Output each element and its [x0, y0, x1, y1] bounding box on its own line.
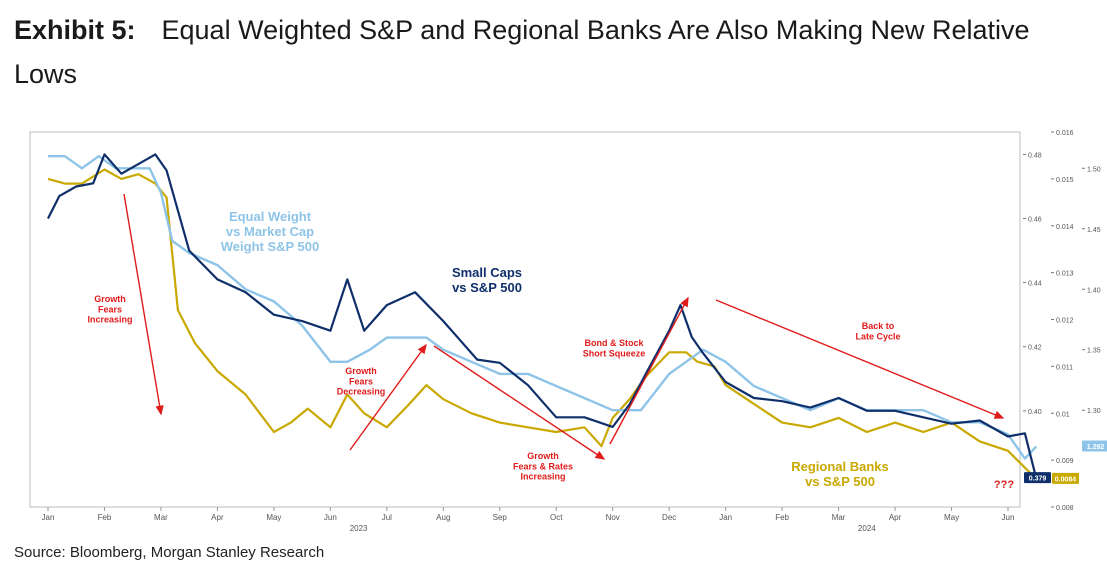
annotation-question-marks: ??? [994, 479, 1014, 491]
x-tick-label: Jul [382, 513, 392, 522]
x-tick-label: Jun [1002, 513, 1015, 522]
annotation-back-to-late-cycle: Back to [862, 321, 895, 331]
y-tick-label-axis3: 1.50 [1087, 166, 1101, 173]
x-tick-label: Sep [493, 513, 508, 522]
trend-arrow [349, 343, 427, 451]
x-tick-label: Dec [662, 513, 676, 522]
year-label: 2023 [350, 524, 368, 533]
chart-svg: Jan Feb Mar Apr May Jun Jul Aug Sep Oct Nov Dec Jan F… [29, 130, 1107, 533]
y-tick-label-axis3: 1.45 [1087, 227, 1101, 234]
series-line-regional-banks [47, 168, 1037, 480]
x-tick-label: Jan [42, 513, 55, 522]
annotation-growth-fears-rates-increasing: Increasing [520, 472, 565, 482]
y-tick-label-axis2: 0.008 [1056, 505, 1074, 512]
y-tick-label-axis1: 0.40 [1028, 409, 1042, 416]
x-tick-label: May [266, 513, 281, 522]
annotation-growth-fears-decreasing: Fears [349, 376, 373, 386]
annotation-growth-fears-increasing: Increasing [87, 315, 132, 325]
annotation-bond-stock-short-squeeze: Short Squeeze [583, 348, 646, 358]
title-text: Equal Weighted S&P and Regional Banks Ar… [161, 15, 1030, 45]
annotation-regional-banks-label: vs S&P 500 [805, 474, 875, 489]
x-tick-label: Apr [889, 513, 902, 522]
title-line-1: Exhibit 5: Equal Weighted S&P and Regiona… [14, 8, 1094, 52]
trend-arrow [123, 193, 164, 416]
y-tick-label-axis3: 1.40 [1087, 287, 1101, 294]
annotation-growth-fears-increasing: Fears [98, 304, 122, 314]
title-block: Exhibit 5: Equal Weighted S&P and Regiona… [14, 8, 1094, 96]
annotation-bond-stock-short-squeeze: Bond & Stock [584, 338, 644, 348]
y-tick-label-axis1: 0.46 [1028, 217, 1042, 224]
y-tick-label-axis3: 1.35 [1087, 348, 1101, 355]
x-tick-label: Feb [98, 513, 112, 522]
source-note: Source: Bloomberg, Morgan Stanley Resear… [14, 544, 325, 561]
annotation-equal-weight-label: vs Market Cap [226, 224, 314, 239]
annotation-regional-banks-label: Regional Banks [791, 459, 889, 474]
end-badge-value: 0.379 [1029, 476, 1047, 483]
trend-arrow [715, 299, 1005, 419]
x-tick-label: Feb [775, 513, 789, 522]
chart: Jan Feb Mar Apr May Jun Jul Aug Sep Oct Nov Dec Jan F… [0, 122, 1107, 534]
trend-arrow [609, 296, 689, 445]
annotation-small-caps-label: vs S&P 500 [452, 280, 522, 295]
x-tick-label: Oct [550, 513, 563, 522]
exhibit-label: Exhibit 5: [14, 15, 136, 45]
y-tick-label-axis3: 1.30 [1087, 408, 1101, 415]
annotation-equal-weight-label: Weight S&P 500 [221, 239, 320, 254]
y-tick-label-axis2: 0.015 [1056, 177, 1074, 184]
plot-frame [29, 131, 1021, 508]
y-tick-label-axis2: 0.013 [1056, 271, 1074, 278]
end-badge-regional-banks [1052, 472, 1079, 484]
x-tick-label: May [944, 513, 959, 522]
series-line-equal-weight [48, 155, 1038, 460]
y-tick-label-axis1: 0.44 [1028, 281, 1042, 288]
annotation-growth-fears-decreasing: Decreasing [337, 387, 386, 397]
x-tick-label: Mar [154, 513, 168, 522]
annotation-growth-fears-increasing: Growth [94, 294, 126, 304]
y-tick-label-axis2: 0.01 [1056, 411, 1070, 418]
y-tick-label-axis2: 0.009 [1056, 458, 1074, 465]
annotation-growth-fears-rates-increasing: Growth [527, 451, 559, 461]
x-tick-label: Jun [324, 513, 337, 522]
annotation-growth-fears-rates-increasing: Fears & Rates [513, 461, 573, 471]
y-tick-label-axis2: 0.012 [1056, 318, 1074, 325]
y-tick-label-axis1: 0.42 [1028, 345, 1042, 352]
x-tick-label: Nov [606, 513, 620, 522]
end-badge-value: 0.0084 [1055, 476, 1077, 483]
x-tick-label: Aug [436, 513, 450, 522]
annotation-small-caps-label: Small Caps [452, 265, 522, 280]
y-tick-label-axis2: 0.011 [1056, 364, 1073, 371]
title-line-2: Lows [14, 59, 78, 89]
annotation-back-to-late-cycle: Late Cycle [855, 331, 900, 341]
y-tick-label-axis1: 0.48 [1028, 152, 1042, 159]
x-tick-label: Mar [832, 513, 846, 522]
series-line-small-caps [47, 153, 1038, 479]
end-badge-equal-weight [1082, 440, 1107, 452]
annotation-equal-weight-label: Equal Weight [229, 209, 312, 224]
end-badge-value: 1.292 [1087, 444, 1105, 451]
y-tick-label-axis2: 0.014 [1056, 224, 1074, 231]
annotation-growth-fears-decreasing: Growth [345, 366, 377, 376]
x-tick-label: Jan [719, 513, 732, 522]
y-tick-label-axis2: 0.016 [1056, 130, 1074, 137]
year-label: 2024 [858, 524, 876, 533]
x-tick-label: Apr [211, 513, 224, 522]
end-badge-small-caps [1024, 472, 1051, 484]
trend-arrow [433, 345, 606, 460]
